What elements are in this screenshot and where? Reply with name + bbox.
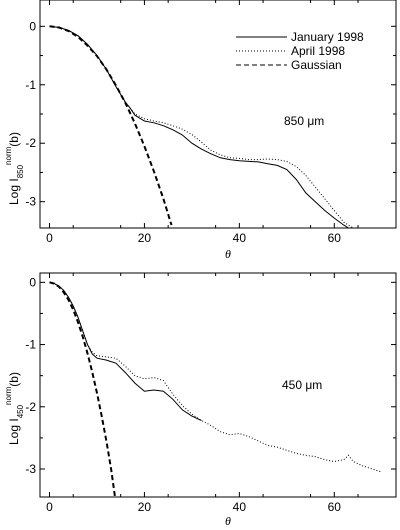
x-tick-label: 0	[46, 231, 53, 245]
legend-label-april: April 1998	[291, 44, 345, 58]
x-tick-label: 0	[46, 500, 53, 514]
y-axis-title-subscript: 450	[16, 404, 25, 418]
legend-label-january: January 1998	[291, 30, 364, 44]
series-line-january-1998	[49, 281, 202, 421]
panel-450um: 0 20 40 60 0 -1 -2 -3 θ Log I450norm(b) 450 μm	[4, 272, 397, 528]
plot-frame	[39, 272, 397, 498]
y-tick-label: -2	[25, 400, 36, 414]
x-tick-label: 40	[233, 500, 247, 514]
legend: January 1998 April 1998 Gaussian	[236, 30, 364, 72]
y-tick-label: 0	[29, 19, 36, 33]
wavelength-annotation: 850 μm	[284, 114, 324, 128]
legend-label-gaussian: Gaussian	[291, 58, 342, 72]
x-axis-ticks: 0 20 40 60	[46, 273, 359, 514]
x-axis-title: θ	[225, 247, 231, 261]
y-axis-title-superscript: norm	[4, 146, 13, 165]
x-tick-label: 40	[233, 231, 247, 245]
wavelength-annotation: 450 μm	[282, 378, 322, 392]
series-group	[49, 281, 382, 498]
series-group	[49, 25, 354, 229]
y-axis-title: Log I450norm(b)	[4, 372, 25, 445]
y-axis-title: Log I850norm(b)	[4, 132, 25, 205]
y-axis-title-suffix: (b)	[7, 372, 21, 387]
y-tick-label: -1	[25, 338, 36, 352]
x-tick-label: 60	[328, 231, 342, 245]
panel-850um: 0 20 40 60 0 -1 -2 -3 θ Log I850norm(b) 850 μm…	[4, 0, 397, 261]
series-line-gaussian	[49, 281, 116, 498]
y-tick-label: -3	[25, 462, 36, 476]
series-line-april-1998	[49, 281, 382, 473]
x-tick-label: 60	[328, 500, 342, 514]
x-tick-label: 20	[138, 231, 152, 245]
y-axis-ticks: 0 -1 -2 -3	[25, 275, 396, 476]
y-axis-ticks: 0 -1 -2 -3	[25, 19, 396, 209]
y-axis-title-subscript: 850	[16, 164, 25, 178]
y-axis-title-prefix: Log I	[7, 178, 21, 205]
y-tick-label: 0	[29, 275, 36, 289]
series-line-gaussian	[49, 25, 173, 226]
y-tick-label: -2	[25, 136, 36, 150]
y-tick-label: -3	[25, 195, 36, 209]
y-axis-title-prefix: Log I	[7, 418, 21, 445]
x-axis-ticks: 0 20 40 60	[46, 0, 359, 245]
x-axis-title: θ	[225, 514, 231, 528]
y-axis-title-superscript: norm	[4, 386, 13, 405]
y-tick-label: -1	[25, 78, 36, 92]
x-tick-label: 20	[138, 500, 152, 514]
y-axis-title-suffix: (b)	[7, 132, 21, 147]
